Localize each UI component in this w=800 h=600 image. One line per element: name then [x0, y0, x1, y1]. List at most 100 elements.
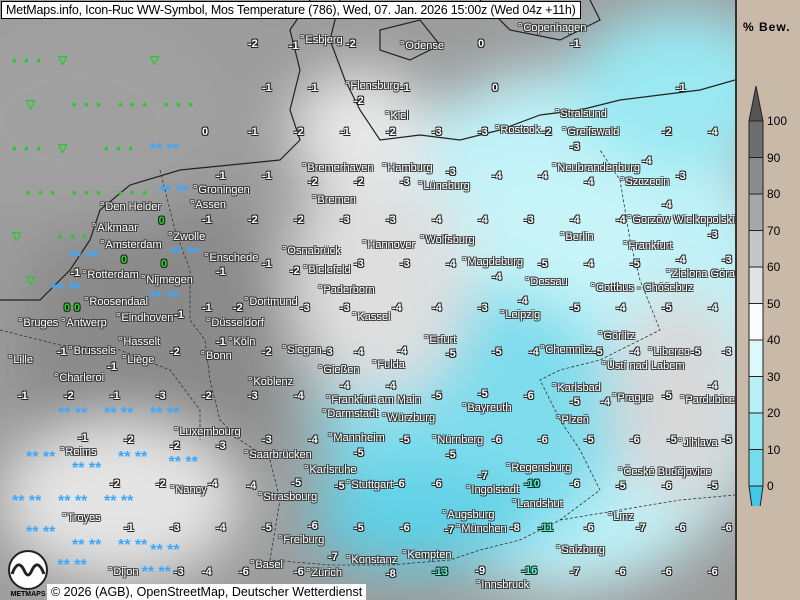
temperature-value: -6 — [676, 522, 686, 534]
city-label: Prague — [612, 392, 652, 405]
temperature-value: -7 — [636, 522, 646, 534]
city-label: Salzburg — [556, 544, 604, 557]
shower-symbol: ▽ — [26, 97, 36, 111]
temperature-value: -1 — [124, 522, 134, 534]
city-label: München — [456, 523, 506, 536]
temperature-value: -5 — [662, 302, 672, 314]
city-label: Leipzig — [500, 309, 540, 322]
city-label: Hasselt — [118, 336, 160, 349]
temperature-value: -3 — [400, 258, 410, 270]
temperature-value: -1 — [107, 360, 117, 373]
temperature-value: -1 — [57, 346, 67, 358]
temperature-value: -4 — [340, 379, 350, 392]
temperature-value: -3 — [478, 302, 488, 314]
legend-label: 0 — [767, 479, 774, 493]
legend-label: 70 — [767, 223, 781, 238]
temperature-value: -1 — [216, 170, 226, 182]
snow-symbol: ** ** — [51, 281, 81, 299]
temperature-value: -5 — [630, 258, 640, 270]
city-label: Magdeburg — [462, 256, 523, 269]
temperature-value: -4 — [642, 155, 652, 168]
city-label: Plzeň — [556, 414, 589, 427]
temperature-value: -5 — [593, 346, 603, 358]
city-label: Rostock — [495, 124, 540, 137]
temperature-value: -3 — [262, 434, 272, 446]
snow-symbol: ** ** — [170, 244, 200, 262]
temperature-value: -4 — [202, 566, 212, 578]
temperature-value: -2 — [354, 176, 364, 189]
city-label: Lille — [8, 354, 33, 367]
temperature-value: -6 — [400, 522, 410, 534]
city-label: Pardubice — [680, 394, 735, 407]
city-label: Stuttgart — [346, 479, 393, 492]
drizzle-symbol: • • • — [118, 97, 149, 112]
temperature-value: -1 — [174, 309, 184, 322]
temperature-value: -3 — [722, 253, 732, 266]
temperature-value: -6 — [616, 566, 626, 578]
temperature-value: -4 — [478, 214, 488, 226]
legend-label: 60 — [767, 260, 781, 274]
temperature-value: -3 — [170, 522, 180, 534]
city-label: Cottbus - Chóśebuz — [591, 282, 693, 295]
snow-symbol: ** ** — [141, 563, 171, 581]
temperature-value: -4 — [246, 479, 257, 492]
city-label: Flensburg — [345, 80, 399, 93]
temperature-value: -5 — [400, 434, 410, 446]
temperature-value: -3 — [216, 440, 226, 453]
temperature-value: 0 — [158, 215, 165, 228]
city-label: Augsburg — [442, 509, 494, 522]
city-label: Saarbrücken — [244, 449, 311, 462]
city-label: Troyes — [62, 512, 100, 525]
snow-symbol: ** ** — [118, 537, 148, 554]
metmaps-logo: METMAPS — [8, 550, 48, 598]
temperature-value: -3 — [400, 176, 410, 189]
city-label: Neubrandenburg — [552, 162, 640, 175]
temperature-value: -2 — [156, 478, 166, 490]
temperature-value: -16 — [521, 564, 538, 577]
temperature-value: -6 — [395, 478, 405, 490]
city-label: Erfurt — [424, 334, 456, 347]
temperature-value: -6 — [708, 566, 718, 578]
temperature-value: -3 — [570, 140, 580, 153]
city-label: Dessau — [525, 276, 567, 289]
temperature-value: 0 — [492, 82, 499, 94]
snow-symbol: ** ** — [72, 537, 102, 554]
city-label: Assen — [190, 199, 226, 212]
city-label: České Budějovice — [618, 466, 711, 479]
city-label: Eindhoven — [116, 312, 173, 325]
city-label: Zielona Góra — [666, 268, 735, 281]
legend-under-arrow — [748, 485, 764, 506]
legend-colorbar — [748, 86, 764, 506]
temperature-value: -2 — [346, 38, 356, 50]
shower-symbol: ▽ — [26, 273, 36, 287]
temperature-value: -1 — [248, 126, 258, 138]
temperature-value: -7 — [444, 523, 455, 536]
temperature-value: -6 — [492, 434, 502, 446]
city-label: Konstanz — [346, 554, 397, 567]
temperature-value: -5 — [616, 480, 626, 493]
snow-symbol: ** ** — [12, 493, 42, 510]
city-label: Innsbruck — [476, 579, 529, 592]
snow-symbol: ** ** — [26, 449, 56, 466]
temperature-value: -1 — [308, 82, 318, 94]
city-label: Ingolstadt — [466, 484, 519, 497]
snow-symbol: ** ** — [158, 182, 189, 200]
temperature-value: -4 — [676, 253, 686, 266]
temperature-value: -4 — [492, 270, 502, 283]
city-label: Rotterdam — [82, 269, 138, 282]
city-label: Zürich — [306, 567, 342, 580]
city-label: Charleroi — [54, 372, 104, 385]
city-label: Koblenz — [248, 376, 293, 389]
temperature-value: -4 — [308, 434, 318, 446]
city-label: Liège — [122, 354, 154, 367]
temperature-value: -4 — [584, 258, 594, 270]
map-title: MetMaps.info, Icon-Ruc WW-Symbol, Mos Te… — [1, 1, 581, 19]
temperature-value: -1 — [340, 126, 350, 138]
temperature-value: -4 — [386, 379, 396, 392]
weather-map[interactable]: Esbjerg Odense Copenhagen Flensburg Kiel Rost… — [0, 0, 735, 600]
temperature-value: -11 — [538, 522, 554, 534]
temperature-value: -3 — [478, 126, 488, 138]
temperature-value: -2 — [294, 214, 304, 226]
city-label: Szczecin — [620, 176, 669, 189]
city-label: Bremen — [312, 194, 356, 207]
